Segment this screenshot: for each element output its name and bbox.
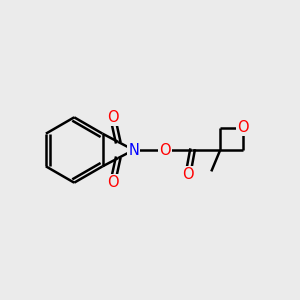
Text: O: O xyxy=(107,175,118,190)
Text: O: O xyxy=(159,142,170,158)
Text: O: O xyxy=(182,167,194,182)
Text: O: O xyxy=(107,110,118,125)
Text: N: N xyxy=(128,142,139,158)
Text: O: O xyxy=(237,120,248,135)
